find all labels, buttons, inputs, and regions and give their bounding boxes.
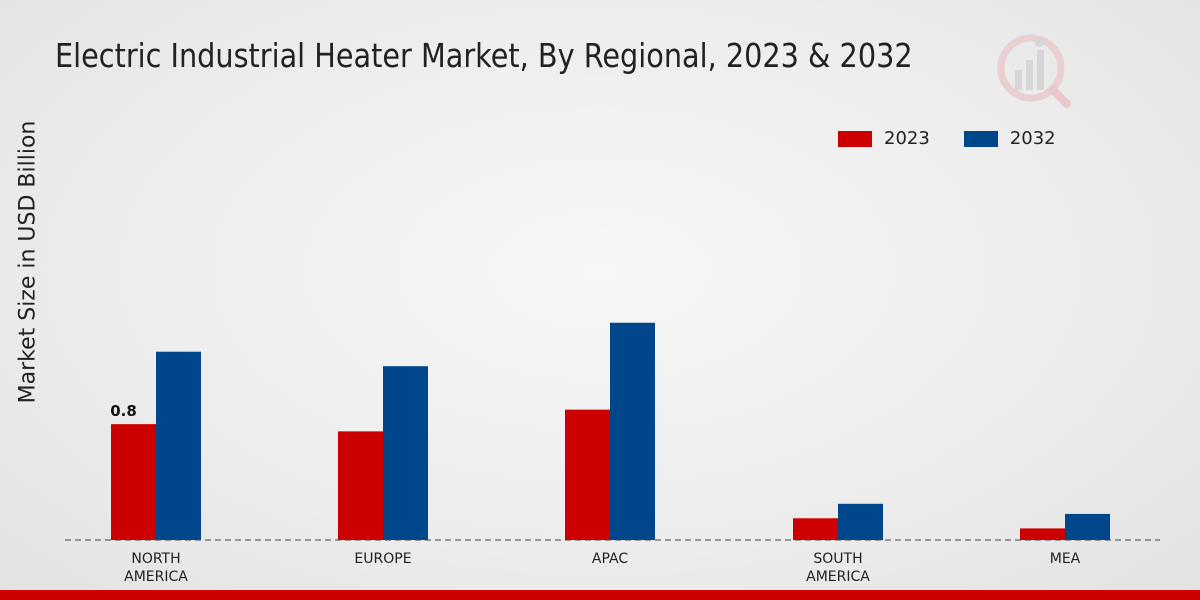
legend-label-2023: 2023 (884, 128, 930, 149)
legend-swatch-2023 (838, 130, 872, 147)
bar-2032-2 (610, 322, 655, 540)
bar-2023-0 (111, 424, 156, 540)
legend-label-2032: 2032 (1009, 128, 1056, 149)
legend: 2023 2032 (838, 128, 1090, 149)
bar-2023-2 (565, 409, 610, 540)
chart-title: Electric Industrial Heater Market, By Re… (55, 36, 913, 75)
x-tick-label-2: APAC (592, 551, 628, 567)
bar-2023-4 (1020, 528, 1065, 540)
data-label-0: 0.8 (110, 402, 137, 420)
analytics-watermark-icon (997, 34, 1071, 108)
legend-item-2023: 2023 (838, 128, 930, 149)
bar-2032-1 (383, 366, 428, 540)
x-tick-label-4: MEA (1050, 551, 1081, 567)
bottom-accent-bar (0, 590, 1200, 600)
bar-2032-4 (1065, 513, 1110, 540)
x-tick-label-0: NORTH AMERICA (124, 551, 188, 585)
legend-item-2032: 2032 (963, 128, 1056, 149)
legend-swatch-2032 (963, 130, 998, 147)
bar-2032-3 (838, 503, 883, 540)
bar-2023-1 (338, 431, 383, 540)
x-tick-label-3: SOUTH AMERICA (806, 551, 870, 585)
x-tick-label-1: EUROPE (354, 551, 411, 567)
bar-2032-0 (156, 351, 201, 540)
bar-2023-3 (793, 518, 838, 540)
